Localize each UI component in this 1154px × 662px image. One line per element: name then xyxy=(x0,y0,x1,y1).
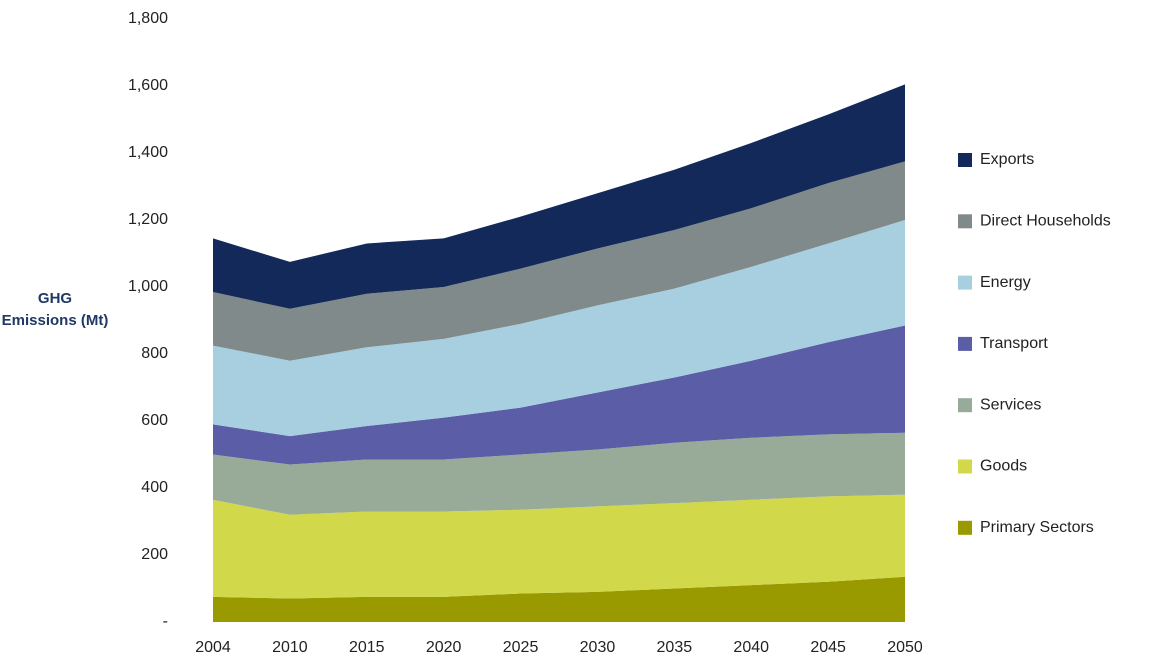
y-tick-label: 400 xyxy=(141,479,168,496)
legend-swatch xyxy=(958,520,972,535)
y-tick-label: 1,600 xyxy=(128,77,168,94)
area xyxy=(213,220,905,437)
area xyxy=(213,325,905,465)
x-tick-label: 2040 xyxy=(733,639,769,656)
area xyxy=(213,84,905,309)
y-tick-label: - xyxy=(163,613,168,630)
y-tick-label: 200 xyxy=(141,546,168,563)
y-tick-label: 1,200 xyxy=(128,211,168,228)
x-tick-label: 2010 xyxy=(272,639,308,656)
legend-swatch xyxy=(958,398,972,413)
x-tick-label: 2004 xyxy=(195,639,231,656)
x-tick-label: 2020 xyxy=(426,639,462,656)
legend-swatch xyxy=(958,336,972,351)
x-tick-label: 2025 xyxy=(503,639,539,656)
y-tick-label: 1,000 xyxy=(128,278,168,295)
legend-label: Direct Households xyxy=(980,213,1111,230)
x-tick-label: 2045 xyxy=(810,639,846,656)
y-tick-label: 1,800 xyxy=(128,10,168,27)
legend-swatch xyxy=(958,153,972,167)
legend-swatch xyxy=(958,275,972,290)
area xyxy=(213,432,905,515)
legend-label: Energy xyxy=(980,274,1031,291)
x-tick-label: 2015 xyxy=(349,639,385,656)
x-tick-label: 2035 xyxy=(657,639,693,656)
area xyxy=(213,494,905,599)
area xyxy=(213,161,905,361)
legend-label: Transport xyxy=(980,335,1048,352)
y-tick-label: 1,400 xyxy=(128,144,168,161)
x-tick-label: 2030 xyxy=(580,639,616,656)
y-tick-label: 600 xyxy=(141,412,168,429)
legend-swatch xyxy=(958,214,972,229)
legend-label: Exports xyxy=(980,151,1034,168)
y-tick-label: 800 xyxy=(141,345,168,362)
x-tick-label: 2050 xyxy=(887,639,923,656)
y-axis-title: GHG Emissions (Mt) xyxy=(1,290,109,329)
area xyxy=(213,576,905,622)
legend-label: Primary Sectors xyxy=(980,519,1094,536)
legend-label: Services xyxy=(980,396,1041,413)
legend-label: Goods xyxy=(980,458,1027,475)
legend-swatch xyxy=(958,459,972,474)
